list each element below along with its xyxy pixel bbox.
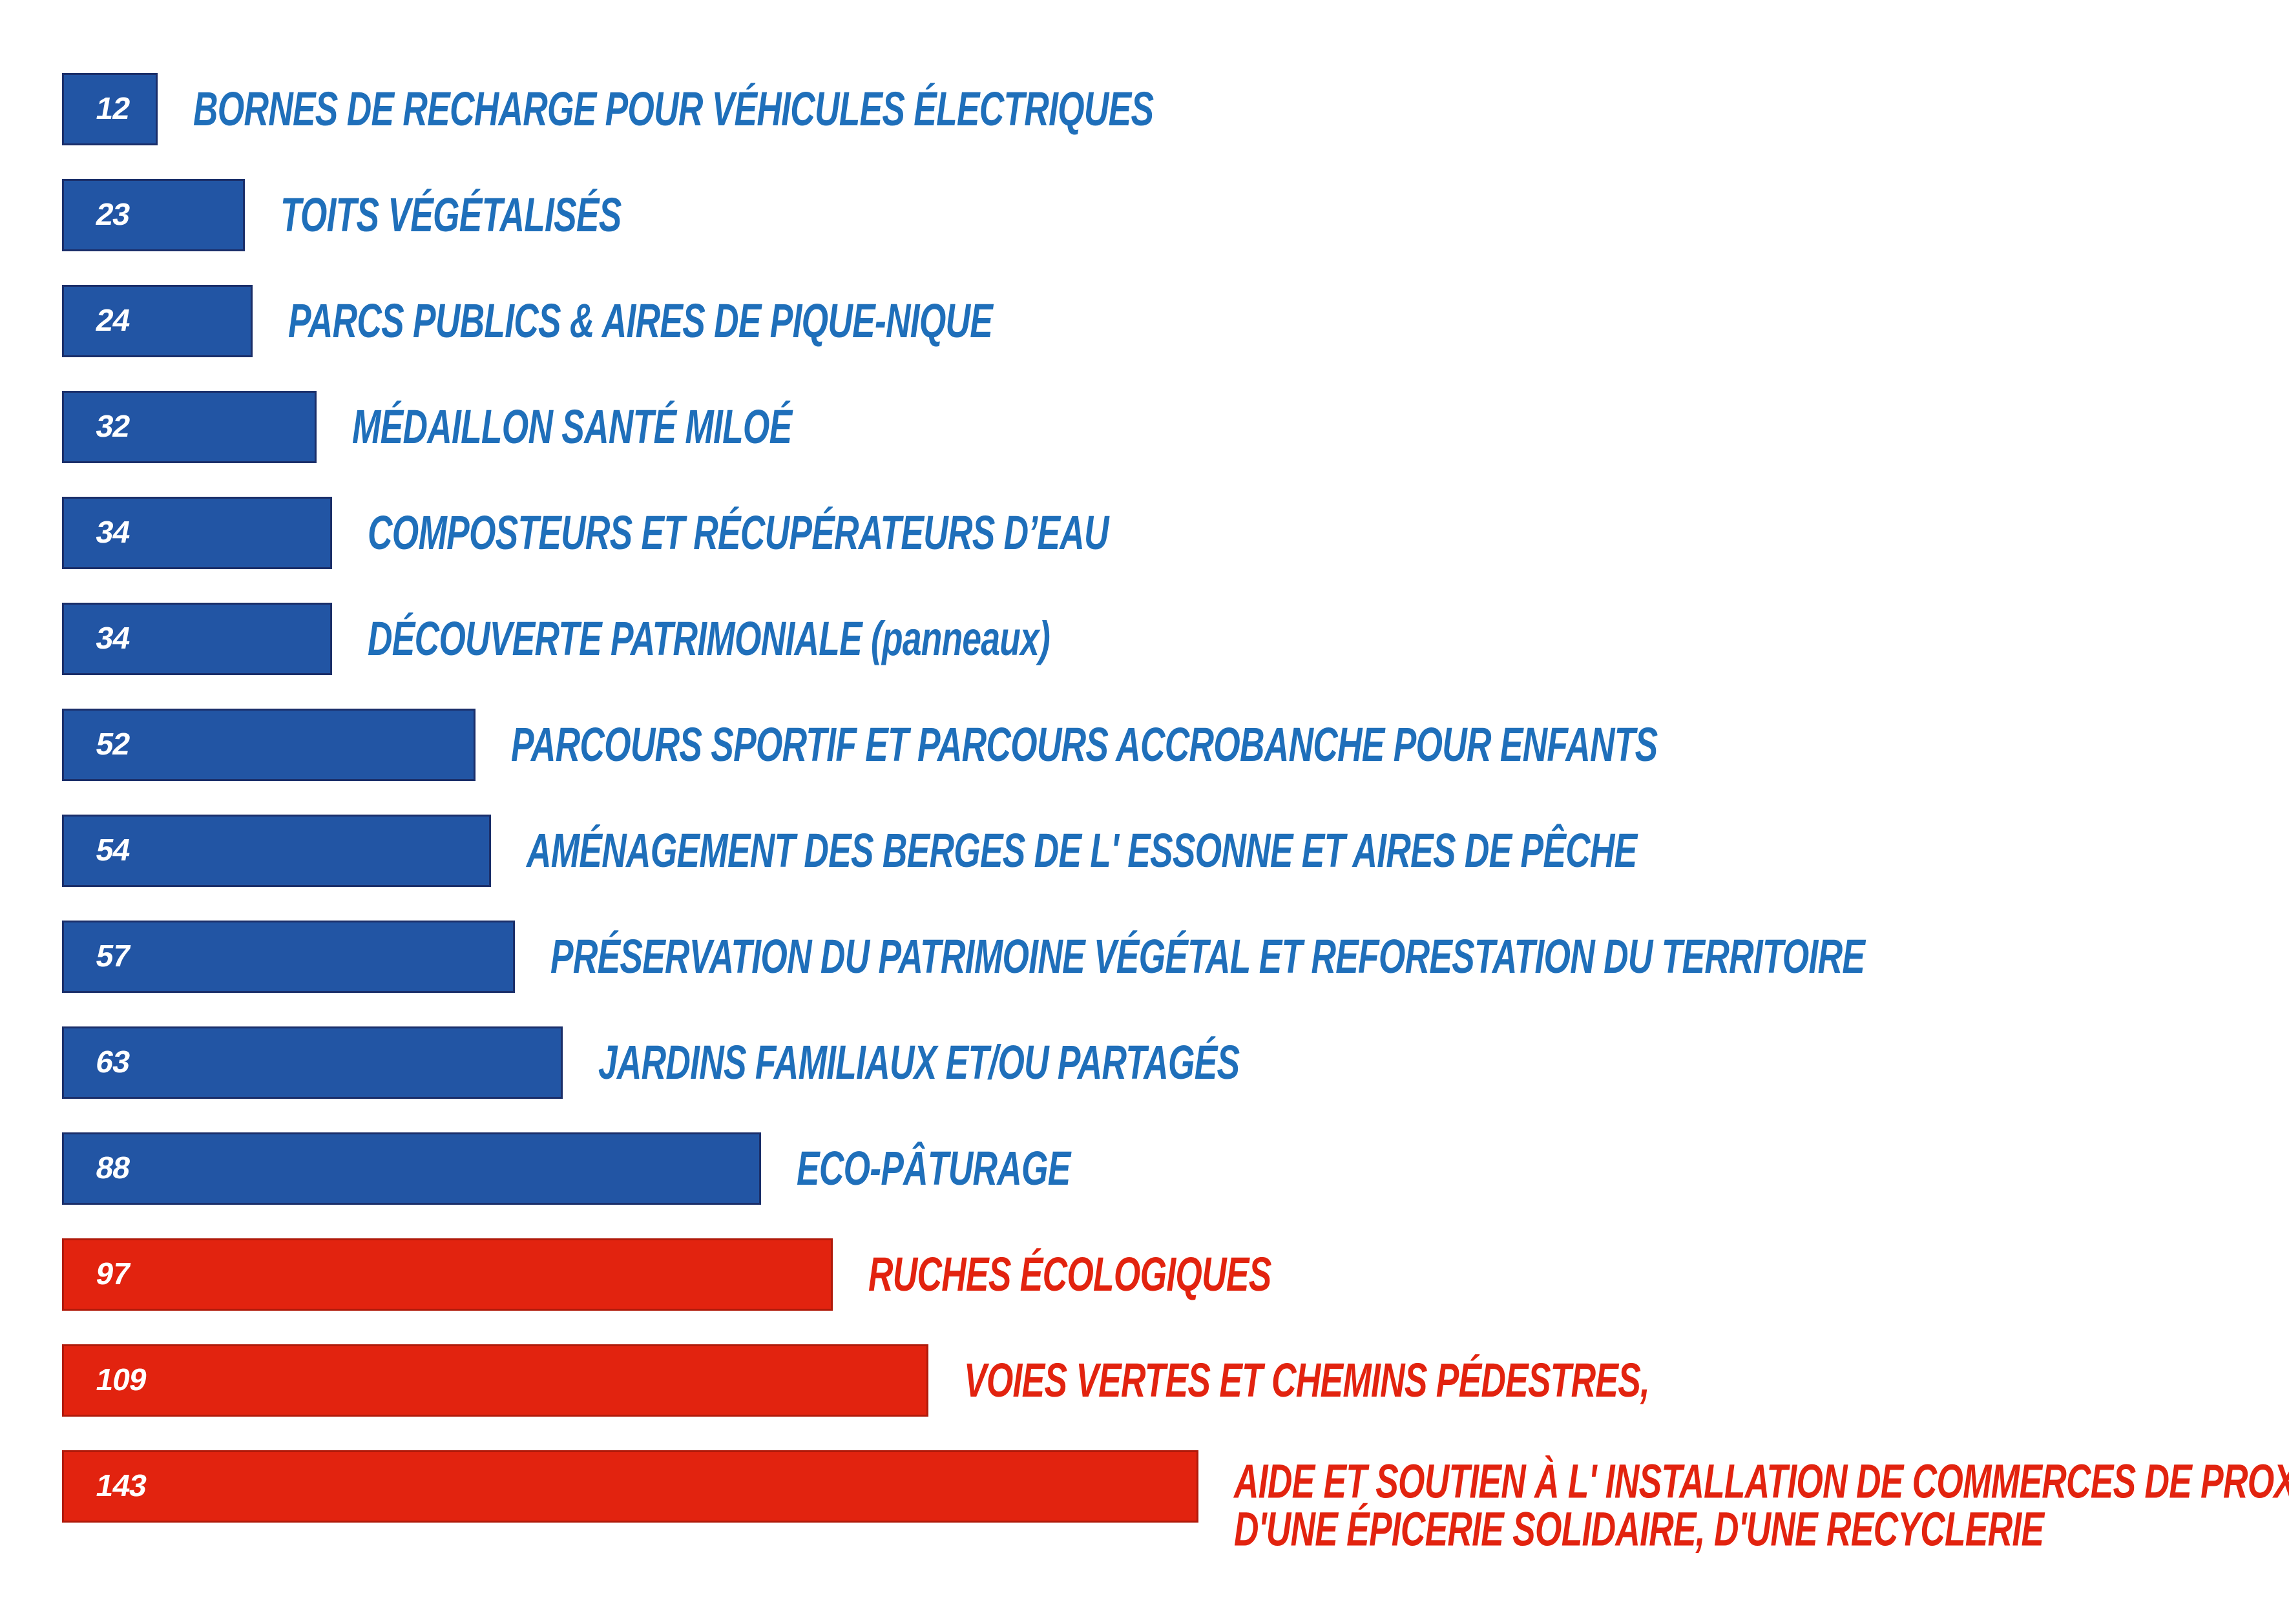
- bar-category-label: PRÉSERVATION DU PATRIMOINE VÉGÉTAL ET RE…: [550, 933, 1865, 981]
- bar-value-label: 34: [93, 621, 133, 656]
- bar-value-label: 23: [93, 198, 133, 232]
- bar-value-label: 63: [93, 1045, 133, 1079]
- bar-category-label-line: D'UNE ÉPICERIE SOLIDAIRE, D'UNE RECYCLER…: [1233, 1502, 2044, 1556]
- bar-category-label-line: DÉCOUVERTE PATRIMONIALE (panneaux): [368, 612, 1050, 665]
- bar: 32: [62, 391, 317, 463]
- bar-value-label: 52: [93, 727, 133, 762]
- bar: 109: [62, 1344, 928, 1417]
- bar-row: 23 TOITS VÉGÉTALISÉS: [0, 179, 2289, 251]
- bar-category-label-line: MÉDAILLON SANTÉ MILOÉ: [351, 400, 792, 453]
- bar-row: 63 JARDINS FAMILIAUX ET/OU PARTAGÉS: [0, 1026, 2289, 1099]
- bar-category-label-line: RUCHES ÉCOLOGIQUES: [868, 1247, 1271, 1301]
- bar-category-label: AIDE ET SOUTIEN À L' INSTALLATION DE COM…: [1233, 1454, 2289, 1556]
- bar-category-label-line: ECO-PÂTURAGE: [797, 1141, 1071, 1195]
- bar-value-label: 12: [93, 92, 133, 126]
- bar-value-label: 109: [93, 1363, 149, 1397]
- bar-category-label: MÉDAILLON SANTÉ MILOÉ: [351, 400, 792, 453]
- bar-value-label: 24: [93, 304, 133, 338]
- bar-value-label: 57: [93, 939, 133, 973]
- bar: 52: [62, 709, 476, 781]
- bar-category-label: TOITS VÉGÉTALISÉS: [280, 191, 622, 239]
- bar: 57: [62, 921, 516, 993]
- bar-value-label: 97: [93, 1257, 133, 1291]
- bar-value-label: 88: [93, 1151, 133, 1185]
- bar-category-label: RUCHES ÉCOLOGIQUES: [868, 1251, 1271, 1298]
- bar-row: 109 VOIES VERTES ET CHEMINS PÉDESTRES,: [0, 1344, 2289, 1417]
- bar-row: 52 PARCOURS SPORTIF ET PARCOURS ACCROBANC…: [0, 709, 2289, 781]
- bar-row: 88 ECO-PÂTURAGE: [0, 1132, 2289, 1205]
- bar-row: 32 MÉDAILLON SANTÉ MILOÉ: [0, 391, 2289, 463]
- bar-category-label: ECO-PÂTURAGE: [797, 1145, 1071, 1192]
- bar-value-label: 32: [93, 410, 133, 444]
- bar: 88: [62, 1132, 762, 1205]
- bar-category-label: AMÉNAGEMENT DES BERGES DE L' ESSONNE ET …: [527, 824, 1637, 877]
- bar: 54: [62, 815, 492, 887]
- bar-category-label: JARDINS FAMILIAUX ET/OU PARTAGÉS: [598, 1036, 1240, 1089]
- bar-category-label-line: COMPOSTEURS ET RÉCUPÉRATEURS D’EAU: [368, 506, 1109, 559]
- bar: 24: [62, 285, 253, 357]
- bar-category-label: COMPOSTEURS ET RÉCUPÉRATEURS D’EAU: [368, 509, 1109, 557]
- bar-row: 34 COMPOSTEURS ET RÉCUPÉRATEURS D’EAU: [0, 497, 2289, 569]
- bar-category-label-line: PARCOURS SPORTIF ET PARCOURS ACCROBANCHE…: [510, 718, 1658, 771]
- bar-category-label-line: PRÉSERVATION DU PATRIMOINE VÉGÉTAL ET RE…: [550, 930, 1865, 983]
- bar-category-label-line: PARCS PUBLICS & AIRES DE PIQUE-NIQUE: [288, 294, 993, 348]
- bar-row: 57 PRÉSERVATION DU PATRIMOINE VÉGÉTAL ET …: [0, 921, 2289, 993]
- bar-category-label: VOIES VERTES ET CHEMINS PÉDESTRES,: [963, 1353, 1650, 1407]
- bar-row: 12 BORNES DE RECHARGE POUR VÉHICULES ÉLEC…: [0, 73, 2289, 145]
- bar: 143: [62, 1450, 1198, 1523]
- bar-row: 143 AIDE ET SOUTIEN À L' INSTALLATION DE …: [0, 1450, 2289, 1553]
- bar-value-label: 143: [93, 1469, 149, 1503]
- bar: 23: [62, 179, 245, 251]
- bar: 63: [62, 1026, 563, 1099]
- bar-category-label-line: AMÉNAGEMENT DES BERGES DE L' ESSONNE ET …: [527, 824, 1637, 877]
- bar: 97: [62, 1238, 833, 1311]
- bar-category-label-line: BORNES DE RECHARGE POUR VÉHICULES ÉLECTR…: [193, 82, 1154, 136]
- bar-category-label: PARCOURS SPORTIF ET PARCOURS ACCROBANCHE…: [510, 718, 1658, 771]
- bar-row: 97 RUCHES ÉCOLOGIQUES: [0, 1238, 2289, 1311]
- bar-category-label-line: AIDE ET SOUTIEN À L' INSTALLATION DE COM…: [1233, 1454, 2289, 1508]
- bar: 34: [62, 603, 333, 675]
- bar-row: 34 DÉCOUVERTE PATRIMONIALE (panneaux): [0, 603, 2289, 675]
- bar-category-label-line: TOITS VÉGÉTALISÉS: [280, 188, 622, 242]
- bar-category-label: BORNES DE RECHARGE POUR VÉHICULES ÉLECTR…: [193, 82, 1154, 136]
- bar: 12: [62, 73, 158, 145]
- bar-value-label: 34: [93, 515, 133, 550]
- bar-category-label-line: VOIES VERTES ET CHEMINS PÉDESTRES,: [963, 1353, 1650, 1407]
- bar-category-label: DÉCOUVERTE PATRIMONIALE (panneaux): [368, 615, 1050, 663]
- bar-category-label: PARCS PUBLICS & AIRES DE PIQUE-NIQUE: [288, 294, 993, 348]
- bar-row: 24 PARCS PUBLICS & AIRES DE PIQUE-NIQUE: [0, 285, 2289, 357]
- bar-value-label: 54: [93, 833, 133, 868]
- bar-category-label-line: JARDINS FAMILIAUX ET/OU PARTAGÉS: [598, 1036, 1240, 1089]
- bar: 34: [62, 497, 333, 569]
- bar-row: 54 AMÉNAGEMENT DES BERGES DE L' ESSONNE E…: [0, 815, 2289, 887]
